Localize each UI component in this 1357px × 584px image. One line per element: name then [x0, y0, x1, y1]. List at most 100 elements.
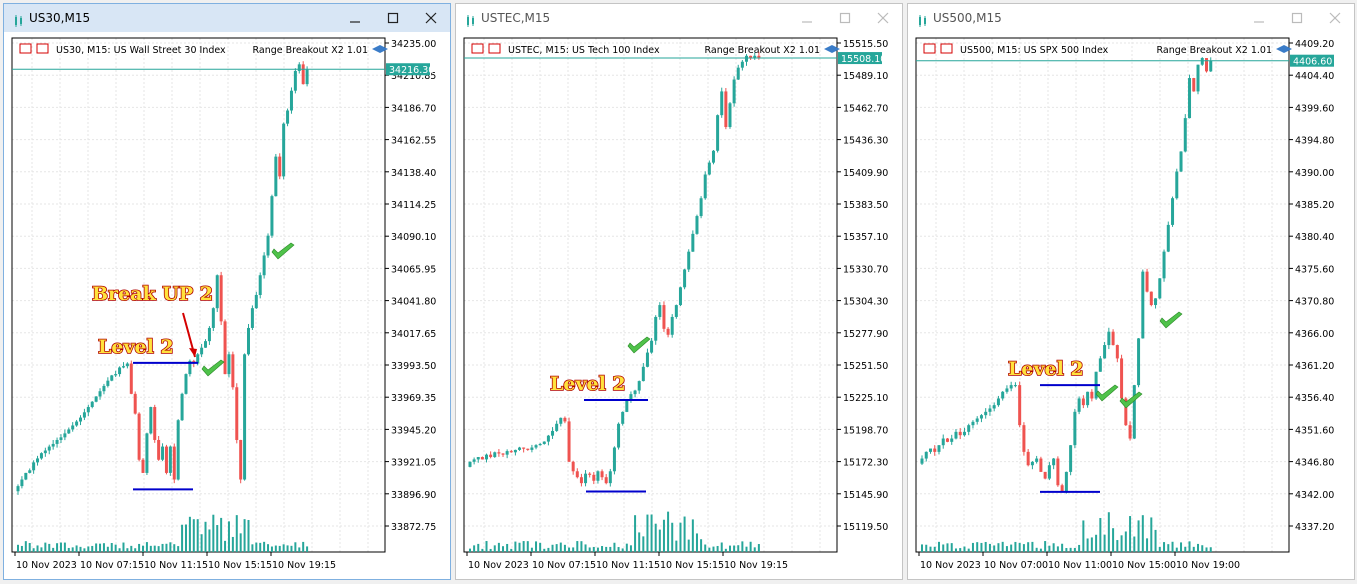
candle-body: [732, 79, 736, 104]
volume-bar: [629, 545, 632, 552]
candle-body: [59, 437, 63, 440]
candle-body: [950, 438, 954, 442]
candle-body: [1081, 398, 1085, 406]
candle-body: [1043, 471, 1047, 479]
candle-body: [472, 459, 476, 462]
candle-body: [571, 461, 575, 472]
candle-body: [711, 150, 715, 163]
window-titlebar[interactable]: USTEC,M15: [456, 4, 902, 32]
price-chart[interactable]: 34235.00 34210.85 34186.70 34162.55 34138.40…: [4, 32, 450, 579]
candle-body: [1111, 331, 1115, 346]
volume-bar: [231, 536, 234, 552]
x-axis-tick-label: 10 Nov 2023: [16, 560, 77, 571]
volume-bar: [1163, 542, 1166, 552]
candle-body: [223, 321, 227, 375]
candle-body: [137, 413, 141, 460]
y-axis-tick-label: 15172.30: [843, 458, 888, 469]
volume-bar: [539, 542, 542, 552]
minimize-button[interactable]: [1247, 8, 1271, 28]
candle-body: [1137, 338, 1141, 386]
candle-body: [129, 363, 133, 394]
candle-body: [971, 421, 975, 426]
x-axis-tick-label: 10 Nov 07:00: [984, 560, 1048, 571]
volume-bar: [728, 545, 731, 552]
candle-body: [683, 269, 687, 288]
minimize-button[interactable]: [795, 8, 819, 28]
candle-body: [1039, 458, 1043, 472]
volume-bar: [617, 547, 620, 552]
candle-body: [612, 447, 616, 472]
volume-bar: [584, 544, 587, 552]
candle-body: [246, 327, 250, 355]
chart-window-us30[interactable]: US30,M15 34235.00 34210.85 34186.70 34162.5…: [3, 3, 451, 580]
candle-body: [67, 429, 71, 434]
candle-body: [1073, 411, 1077, 446]
volume-bar: [99, 543, 102, 552]
level-label: Level 2: [98, 336, 174, 358]
volume-bar: [1146, 538, 1149, 552]
maximize-button[interactable]: [381, 8, 405, 28]
volume-bar: [1095, 534, 1098, 552]
x-axis-tick-label: 10 Nov 15:15: [208, 560, 272, 571]
volume-bar: [988, 543, 991, 552]
chart-window-ustec[interactable]: USTEC,M15 15515.50 15489.10 15462.70 15436.…: [455, 3, 903, 580]
close-button[interactable]: [419, 8, 443, 28]
x-axis-tick-label: 10 Nov 07:15: [532, 560, 596, 571]
candle-body: [637, 381, 641, 391]
checkmark-icon: [627, 336, 651, 354]
x-axis-tick-label: 10 Nov 11:15: [596, 560, 660, 571]
volume-bar: [625, 543, 628, 552]
volume-bar: [1048, 545, 1051, 552]
break-arrow-head: [189, 348, 197, 357]
maximize-button[interactable]: [833, 8, 857, 28]
y-axis-tick-label: 34065.95: [391, 264, 436, 275]
volume-bar: [114, 544, 117, 552]
candle-body: [227, 354, 231, 375]
break-up-label: Break UP 2: [92, 283, 213, 305]
close-button[interactable]: [1323, 8, 1347, 28]
y-axis-tick-label: 4404.40: [1295, 71, 1334, 82]
candle-body: [1205, 58, 1209, 72]
volume-bar: [36, 545, 39, 552]
volume-bar: [40, 547, 43, 552]
volume-bar: [691, 519, 694, 552]
maximize-button[interactable]: [1285, 8, 1309, 28]
volume-bar: [263, 541, 266, 552]
current-price-tag: [1290, 54, 1334, 67]
candle-body: [468, 461, 472, 467]
price-chart[interactable]: 15515.50 15489.10 15462.70 15436.30 15409.90…: [456, 32, 902, 579]
price-chart[interactable]: 4409.20 4404.40 4399.60 4394.80 4390.00 4385.…: [908, 32, 1354, 579]
candle-body: [32, 462, 36, 471]
candle-body: [258, 275, 262, 295]
volume-bar: [1056, 546, 1059, 552]
volume-bar: [196, 519, 199, 552]
volume-bar: [959, 548, 962, 552]
volume-bar: [169, 542, 172, 552]
candle-body: [188, 360, 192, 375]
minimize-button[interactable]: [343, 8, 367, 28]
candle-body: [297, 64, 301, 71]
volume-bar: [286, 545, 289, 552]
candle-body: [168, 446, 172, 473]
chart-properties-icon: [488, 43, 501, 54]
window-titlebar[interactable]: US30,M15: [4, 4, 450, 32]
y-axis-tick-label: 15119.50: [843, 522, 888, 533]
candle-body: [530, 447, 534, 450]
volume-bar: [547, 547, 550, 552]
candle-body: [204, 341, 208, 348]
chart-window-us500[interactable]: US500,M15 4409.20 4404.40 4399.60 4394.80 43…: [907, 3, 1355, 580]
volume-bar: [741, 541, 744, 552]
candle-body: [592, 474, 596, 481]
window-titlebar[interactable]: US500,M15: [908, 4, 1354, 32]
volume-bar: [1188, 541, 1191, 552]
candle-body: [82, 412, 86, 418]
candle-body: [476, 457, 480, 460]
candle-body: [1069, 445, 1073, 472]
volume-bar: [142, 545, 145, 552]
y-axis-tick-label: 34114.25: [391, 200, 436, 211]
x-axis-tick-label: 10 Nov 11:15: [144, 560, 208, 571]
y-axis-tick-label: 34138.40: [391, 168, 436, 179]
volume-bar: [48, 543, 51, 552]
volume-bar: [1069, 547, 1072, 552]
close-button[interactable]: [871, 8, 895, 28]
